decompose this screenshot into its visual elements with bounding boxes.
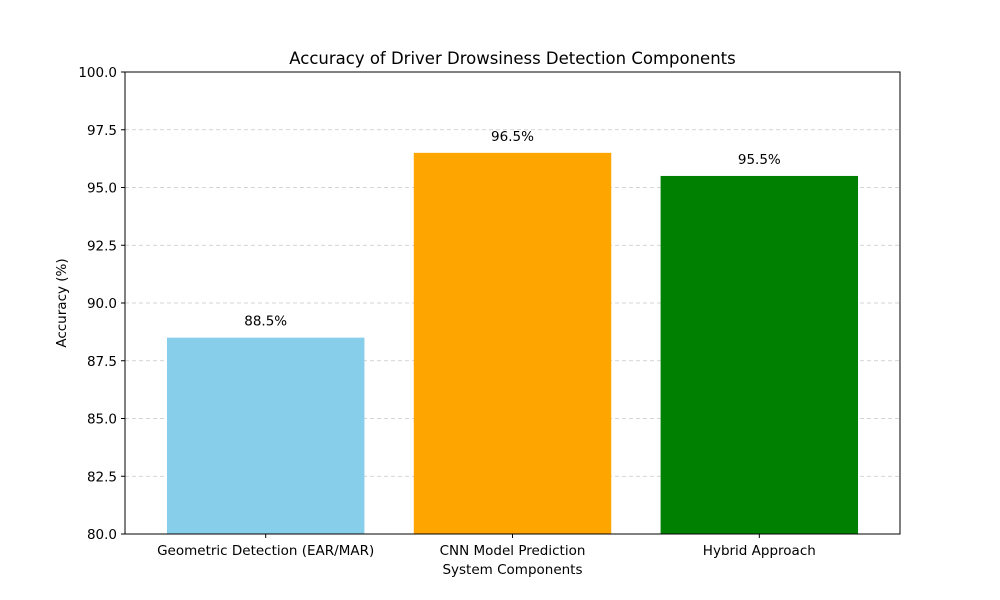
y-tick-label: 100.0: [78, 65, 117, 81]
bar-value-label: 95.5%: [738, 152, 781, 168]
bar-value-label: 96.5%: [491, 129, 534, 145]
y-tick-label: 92.5: [87, 238, 117, 254]
x-axis-label: System Components: [442, 562, 582, 578]
bars: [166, 152, 859, 534]
y-axis-label: Accuracy (%): [54, 258, 70, 347]
x-tick-label: Hybrid Approach: [703, 543, 816, 559]
y-tick-label: 82.5: [87, 469, 117, 485]
y-tick-label: 90.0: [87, 296, 117, 312]
bar: [166, 337, 365, 534]
axis-ticks: 80.0 82.5 85.0 87.5 90.0 92.5 95.0 97.5 100.0 Geo…: [78, 65, 815, 559]
bar: [413, 152, 612, 534]
y-tick-label: 87.5: [87, 354, 117, 370]
data-labels: 88.5% 96.5% 95.5%: [244, 129, 781, 330]
bar-value-label: 88.5%: [244, 314, 287, 330]
y-tick-label: 95.0: [87, 181, 117, 197]
bar: [660, 175, 859, 534]
x-tick-label: Geometric Detection (EAR/MAR): [157, 543, 374, 559]
y-tick-label: 97.5: [87, 123, 117, 139]
chart-title: Accuracy of Driver Drowsiness Detection …: [289, 49, 735, 68]
y-tick-label: 80.0: [87, 527, 117, 543]
x-tick-label: CNN Model Prediction: [440, 543, 586, 559]
y-tick-label: 85.0: [87, 412, 117, 428]
